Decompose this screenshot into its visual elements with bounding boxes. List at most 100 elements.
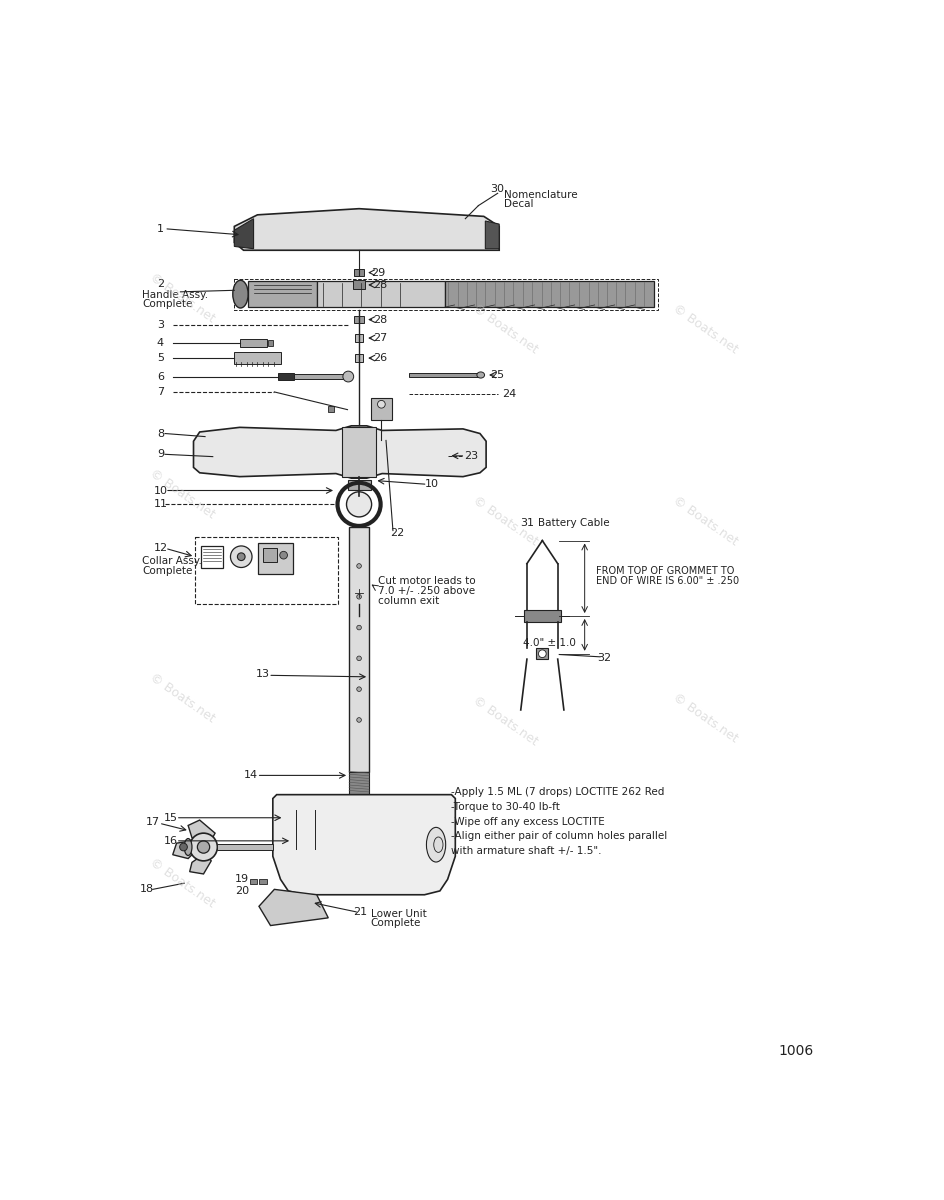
Text: 23: 23: [464, 451, 478, 461]
Bar: [371, 398, 392, 420]
Polygon shape: [485, 221, 499, 248]
Bar: [349, 528, 369, 772]
Text: -Apply 1.5 ML (7 drops) LOCTITE 262 Red
-Torque to 30-40 lb-ft
-Wipe off any exc: -Apply 1.5 ML (7 drops) LOCTITE 262 Red …: [451, 787, 667, 856]
Circle shape: [354, 588, 364, 599]
Bar: [342, 427, 376, 476]
Text: Lower Unit: Lower Unit: [371, 910, 427, 919]
Circle shape: [357, 625, 362, 630]
Polygon shape: [234, 209, 499, 251]
Text: 14: 14: [244, 770, 259, 780]
Text: 26: 26: [374, 353, 388, 364]
Text: 7: 7: [157, 386, 164, 397]
Circle shape: [357, 686, 362, 691]
Ellipse shape: [433, 838, 443, 852]
Bar: [436, 452, 447, 458]
Bar: [349, 772, 369, 794]
Text: 10: 10: [425, 479, 439, 490]
Bar: [259, 880, 266, 884]
Bar: [248, 281, 317, 307]
Bar: [195, 536, 338, 605]
Text: 15: 15: [163, 812, 177, 823]
Bar: [234, 278, 658, 310]
Text: column exit: column exit: [379, 595, 440, 606]
Bar: [317, 281, 445, 307]
Text: 18: 18: [141, 884, 155, 894]
Bar: [409, 373, 480, 377]
Text: 22: 22: [391, 528, 405, 538]
Bar: [234, 352, 280, 365]
Text: 20: 20: [235, 886, 249, 896]
Text: Complete: Complete: [371, 918, 421, 929]
Text: 12: 12: [153, 544, 167, 553]
Bar: [201, 546, 223, 568]
Text: 17: 17: [145, 816, 160, 827]
Text: END OF WIRE IS 6.00" ± .250: END OF WIRE IS 6.00" ± .250: [597, 576, 739, 586]
Bar: [250, 880, 258, 884]
Text: © Boats.net: © Boats.net: [670, 301, 741, 356]
Text: Battery Cable: Battery Cable: [538, 518, 609, 528]
Text: 32: 32: [597, 653, 611, 664]
Text: 19: 19: [235, 875, 249, 884]
Circle shape: [237, 553, 245, 560]
Text: © Boats.net: © Boats.net: [470, 494, 540, 548]
Ellipse shape: [184, 839, 192, 856]
Polygon shape: [188, 820, 215, 844]
Text: 16: 16: [163, 836, 177, 846]
Bar: [278, 373, 294, 380]
Bar: [259, 542, 293, 574]
Text: 9: 9: [157, 449, 164, 460]
Polygon shape: [259, 889, 329, 925]
Text: © Boats.net: © Boats.net: [470, 301, 540, 356]
Bar: [354, 269, 363, 276]
Text: 10: 10: [153, 486, 167, 496]
Bar: [355, 334, 362, 342]
Circle shape: [179, 844, 187, 851]
Bar: [524, 610, 561, 622]
Text: Cut motor leads to: Cut motor leads to: [379, 576, 476, 586]
Bar: [536, 648, 548, 659]
Text: 8: 8: [157, 428, 164, 438]
Circle shape: [347, 492, 371, 516]
Ellipse shape: [233, 281, 248, 308]
Text: © Boats.net: © Boats.net: [147, 271, 217, 325]
Text: © Boats.net: © Boats.net: [147, 671, 217, 726]
Ellipse shape: [427, 827, 446, 862]
Text: 1: 1: [157, 223, 164, 234]
Text: Nomenclature: Nomenclature: [504, 190, 578, 200]
Text: Handle Assy.: Handle Assy.: [142, 290, 208, 300]
Circle shape: [279, 551, 288, 559]
Text: Complete: Complete: [142, 565, 193, 576]
Bar: [353, 281, 365, 289]
Bar: [355, 354, 362, 362]
Text: 31: 31: [520, 518, 534, 528]
Text: 24: 24: [502, 389, 516, 400]
Text: 29: 29: [371, 268, 385, 277]
Circle shape: [197, 841, 210, 853]
Text: 1006: 1006: [778, 1044, 814, 1058]
Text: 2: 2: [157, 280, 164, 289]
Text: 28: 28: [374, 280, 388, 290]
Ellipse shape: [379, 439, 383, 446]
Text: Complete: Complete: [142, 299, 193, 310]
Text: Decal: Decal: [504, 199, 533, 209]
Bar: [347, 480, 371, 490]
Bar: [354, 317, 364, 324]
Circle shape: [357, 718, 362, 722]
Text: FROM TOP OF GROMMET TO: FROM TOP OF GROMMET TO: [597, 566, 734, 576]
Text: 21: 21: [354, 907, 367, 918]
Ellipse shape: [538, 650, 547, 658]
Circle shape: [357, 594, 362, 599]
Text: 3: 3: [157, 320, 164, 330]
Text: © Boats.net: © Boats.net: [670, 690, 741, 745]
Circle shape: [190, 833, 217, 860]
Circle shape: [230, 546, 252, 568]
Text: 25: 25: [491, 370, 505, 380]
Text: © Boats.net: © Boats.net: [147, 467, 217, 522]
Circle shape: [357, 564, 362, 569]
Text: 11: 11: [153, 499, 167, 509]
Polygon shape: [273, 794, 455, 895]
Bar: [445, 281, 654, 307]
Bar: [329, 406, 334, 412]
Bar: [217, 844, 273, 850]
Bar: [268, 341, 273, 346]
